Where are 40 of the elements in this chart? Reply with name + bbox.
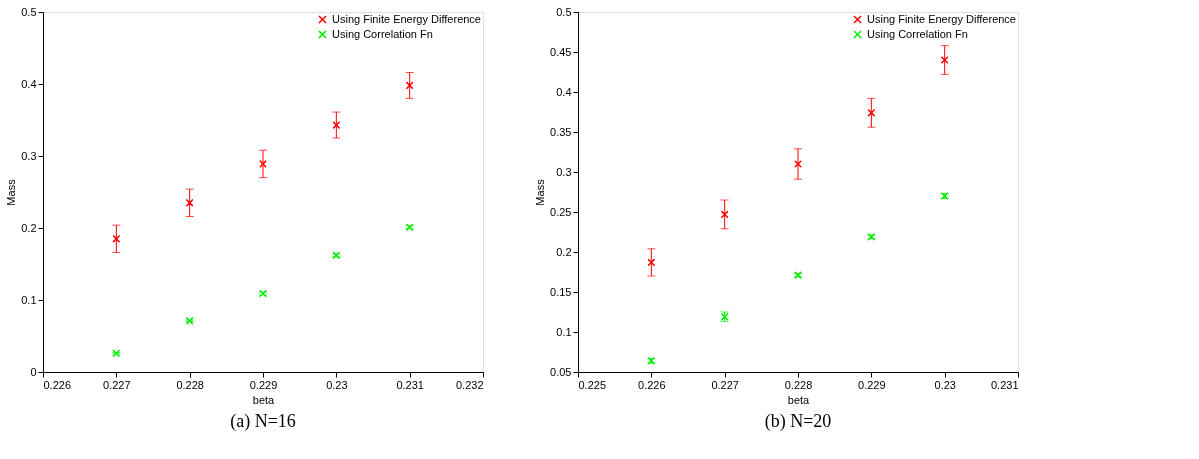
- x-axis-title: beta: [252, 393, 276, 406]
- y-axis-title: Mass: [5, 178, 18, 206]
- x-tick-label: 0.231: [396, 378, 424, 391]
- y-tick-label: 0.25: [550, 205, 572, 218]
- x-tick-label: 0.23: [934, 378, 956, 391]
- x-tick-label: 0.229: [249, 378, 278, 391]
- x-tick-label: 0.228: [176, 378, 204, 391]
- x-tick-label: 0.225: [578, 378, 607, 391]
- y-tick-label: 0.3: [21, 149, 37, 162]
- legend-label: Using Finite Energy Difference: [332, 12, 481, 25]
- legend-label: Using Correlation Fn: [867, 27, 968, 40]
- y-tick-label: 0.2: [556, 245, 572, 258]
- x-tick-label: 0.226: [638, 378, 666, 391]
- x-tick-label: 0.227: [711, 378, 739, 391]
- x-tick-label: 0.228: [784, 378, 813, 391]
- y-tick-label: 0.1: [21, 293, 37, 306]
- x-tick-label: 0.23: [326, 378, 348, 391]
- x-tick-label: 0.232: [455, 378, 484, 391]
- y-tick-label: 0.4: [556, 85, 572, 98]
- text: (b) N=20: [764, 411, 832, 432]
- y-tick-label: 0.5: [21, 5, 37, 18]
- text: (a) N=16: [230, 411, 296, 432]
- y-tick-label: 0.1: [556, 325, 572, 338]
- x-tick-label: 0.229: [858, 378, 886, 391]
- y-tick-label: 0.15: [550, 285, 572, 298]
- legend-label: Using Finite Energy Difference: [867, 12, 1016, 25]
- y-tick-label: 0.2: [21, 221, 37, 234]
- y-tick-label: 0.45: [550, 45, 572, 58]
- y-tick-label: 0.5: [556, 5, 572, 18]
- legend-label: Using Correlation Fn: [332, 27, 433, 40]
- x-tick-label: 0.231: [990, 378, 1019, 391]
- y-tick-label: 0.3: [556, 165, 572, 178]
- y-axis-title: Mass: [534, 178, 547, 206]
- y-tick-label: 0.35: [550, 125, 572, 138]
- y-tick-label: 0.4: [21, 77, 37, 90]
- x-axis-title: beta: [787, 393, 811, 406]
- y-tick-label: 0.05: [550, 365, 572, 378]
- x-tick-label: 0.227: [103, 378, 131, 391]
- x-tick-label: 0.226: [43, 378, 72, 391]
- y-tick-label: 0: [30, 365, 37, 378]
